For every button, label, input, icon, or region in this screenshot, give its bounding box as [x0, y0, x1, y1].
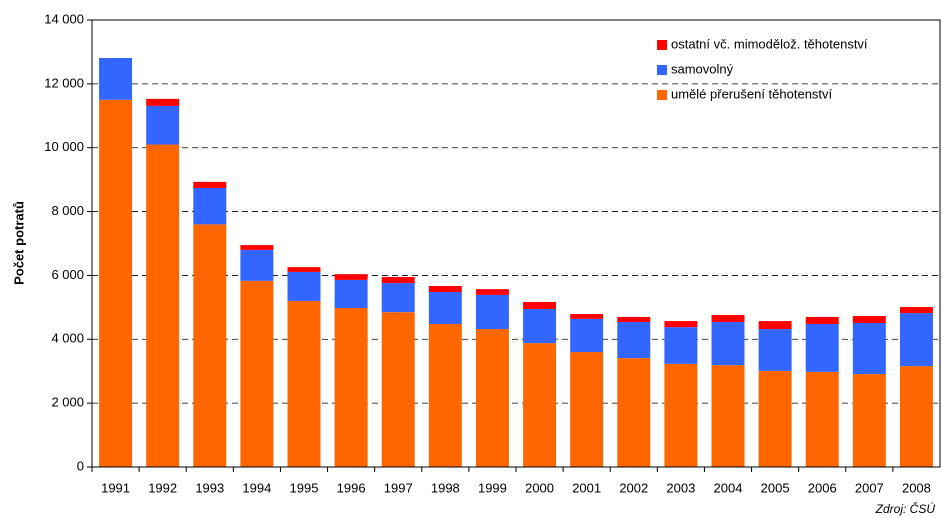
x-tick-label: 2007 [855, 480, 884, 495]
bar-segment [240, 280, 274, 467]
x-tick-label: 2005 [761, 480, 790, 495]
bar-segment [99, 57, 133, 100]
x-tick-label: 2006 [808, 480, 837, 495]
bar-segment [334, 279, 368, 308]
bar-segment [287, 300, 321, 467]
y-tick-label: 2 000 [51, 395, 84, 410]
bar-segment [381, 277, 415, 284]
bar-segment [758, 370, 792, 467]
x-tick-label: 2003 [666, 480, 695, 495]
bar-segment [146, 98, 180, 106]
bar-segment [617, 322, 651, 359]
x-tick-label: 2004 [714, 480, 743, 495]
bar-segment [193, 224, 227, 467]
bar-segment [664, 363, 698, 467]
bar-segment [193, 181, 227, 188]
bar-segment [287, 271, 321, 301]
x-tick-label: 1997 [384, 480, 413, 495]
y-tick-label: 6 000 [51, 267, 84, 282]
legend-swatch [657, 40, 667, 50]
bar-segment [852, 323, 886, 375]
bar-segment [523, 343, 557, 467]
bar-segment [899, 313, 933, 367]
y-tick-label: 4 000 [51, 331, 84, 346]
legend-label: umělé přerušení těhotenství [671, 86, 833, 101]
bar-segment [240, 249, 274, 281]
bar-segment [805, 316, 839, 324]
bar-segment [758, 329, 792, 371]
legend-swatch [657, 90, 667, 100]
bar-segment [428, 323, 462, 467]
bar-segment [664, 321, 698, 328]
bar-segment [287, 267, 321, 272]
source: Zdroj: ČSÚ [875, 501, 936, 516]
plot-frame [91, 19, 941, 468]
bar-segment [240, 245, 274, 250]
bar-segment [193, 187, 227, 225]
bar-segment [570, 352, 604, 467]
bar-segment [852, 315, 886, 324]
bar-segment [523, 308, 557, 344]
x-tick-label: 1992 [148, 480, 177, 495]
bar-segment [617, 358, 651, 467]
bar-segment [899, 366, 933, 467]
y-axis-label: Počet potratů [11, 201, 26, 285]
y-tick-label: 12 000 [44, 75, 84, 90]
x-tick-label: 1995 [290, 480, 319, 495]
legend-swatch [657, 65, 667, 75]
y-tick-label: 8 000 [51, 203, 84, 218]
bar-segment [381, 312, 415, 467]
x-tick-label: 1991 [101, 480, 130, 495]
x-tick-label: 1999 [478, 480, 507, 495]
bar-segment [428, 292, 462, 324]
bar-segment [146, 105, 180, 145]
bar-segment [99, 99, 133, 468]
x-tick-label: 2000 [525, 480, 554, 495]
y-tick-label: 10 000 [44, 139, 84, 154]
x-tick-label: 1993 [195, 480, 224, 495]
y-tick-label: 14 000 [44, 11, 84, 26]
x-tick-label: 2001 [572, 480, 601, 495]
bar-segment [805, 371, 839, 467]
bar-segment [664, 327, 698, 364]
bar-segment [381, 283, 415, 313]
bar-segment [617, 316, 651, 323]
bar-segment [711, 365, 745, 467]
bar-segment [711, 315, 745, 323]
x-tick-label: 2002 [619, 480, 648, 495]
x-tick-label: 1994 [242, 480, 271, 495]
x-tick-label: 1998 [431, 480, 460, 495]
bar-segment [334, 307, 368, 467]
legend-label: ostatní vč. mimodělož. těhotenství [671, 36, 868, 51]
bar-segment [570, 314, 604, 319]
bar-segment [146, 144, 180, 467]
bar-segment [852, 374, 886, 467]
bar-segment [899, 307, 933, 314]
bar-segment [428, 285, 462, 293]
bar-segment [711, 322, 745, 366]
x-tick-label: 2008 [902, 480, 931, 495]
bar-segment [570, 318, 604, 353]
x-tick-label: 1996 [337, 480, 366, 495]
legend-label: samovolný [671, 61, 734, 76]
bar-segment [475, 289, 509, 295]
bar-segment [758, 321, 792, 330]
bar-segment [334, 274, 368, 280]
y-tick-label: 0 [77, 458, 84, 473]
bar-segment [523, 301, 557, 309]
bar-segment [805, 323, 839, 372]
bar-segment [475, 294, 509, 330]
bar-segment [475, 329, 509, 467]
